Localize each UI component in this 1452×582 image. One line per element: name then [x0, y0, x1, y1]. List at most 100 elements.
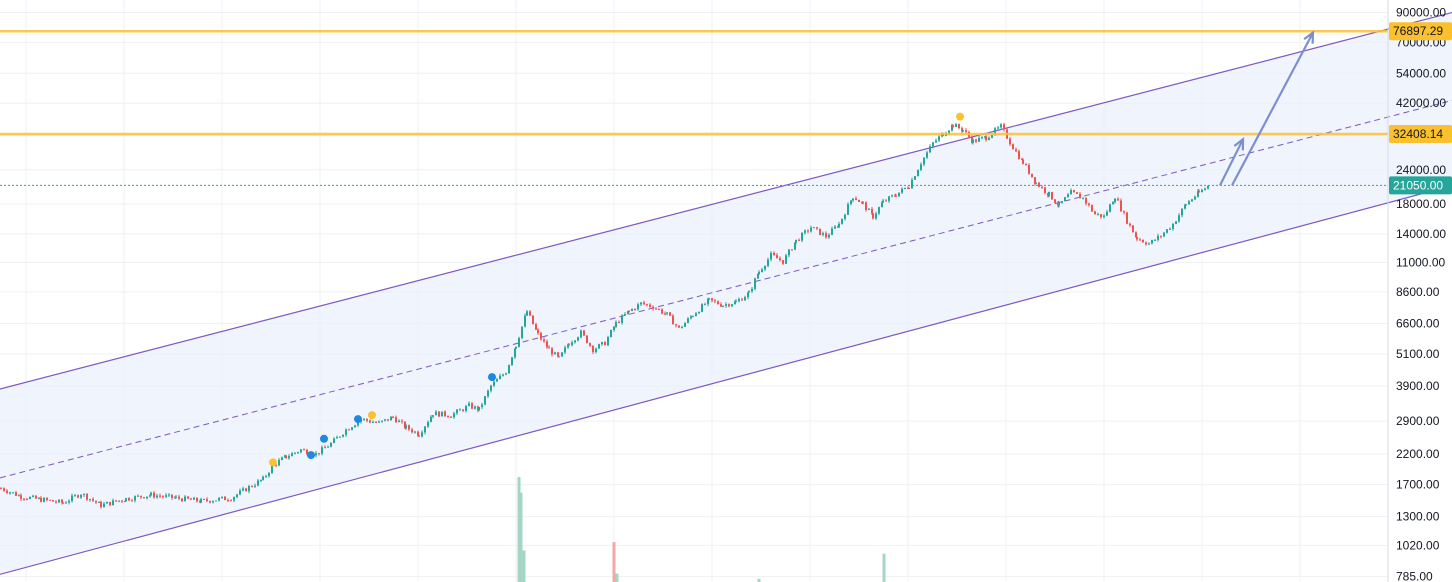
candle-body [242, 488, 244, 491]
level-price-badge[interactable] [1389, 125, 1452, 144]
horizontal-levels[interactable] [0, 29, 1388, 186]
candle-body [315, 453, 317, 456]
candle-body [828, 234, 830, 238]
candle-body [357, 421, 359, 426]
candle-body [502, 374, 504, 376]
current-price-badge[interactable] [1389, 176, 1452, 195]
candle-body [666, 312, 668, 314]
candle-body [285, 455, 287, 459]
candle-body [1191, 199, 1193, 202]
channel-fill [0, 12, 1452, 575]
candle-body [55, 501, 57, 503]
candle-body [275, 464, 277, 466]
candle-body [637, 304, 639, 310]
candle-body [955, 124, 957, 127]
channel-lower-line[interactable] [0, 185, 1452, 575]
candle-body [589, 343, 591, 346]
candle-body [621, 315, 623, 323]
candle-body [318, 453, 320, 455]
candle-body [798, 239, 800, 241]
candle-body [168, 494, 170, 496]
candle-body [80, 494, 82, 498]
candle-body [816, 227, 818, 229]
candle-body [62, 502, 64, 504]
price-axis[interactable]: 90000.0070000.0054000.0042000.0032000.00… [1387, 0, 1452, 582]
signal-markers [269, 112, 964, 467]
candle-body [754, 278, 756, 289]
candle-body [508, 364, 510, 374]
candle-body [184, 496, 186, 502]
level-price-badge[interactable] [1389, 22, 1452, 41]
candle-body [624, 314, 626, 316]
candle-body [387, 419, 389, 421]
candle-body [378, 421, 380, 423]
candle-body [462, 409, 464, 411]
candle-body [675, 324, 677, 326]
candle-body [61, 499, 63, 503]
candle-body [734, 301, 736, 305]
candle-body [46, 497, 48, 500]
candle-body [1048, 191, 1050, 196]
candle-body [159, 495, 161, 497]
candle-body [49, 499, 51, 501]
candle-body [917, 169, 919, 177]
candle-body [1073, 190, 1075, 193]
candle-body [1003, 124, 1005, 130]
candle-body [200, 498, 202, 503]
candle-body [988, 137, 990, 141]
projection-arrow-line[interactable] [1219, 138, 1244, 186]
y-tick-label: 18000.00 [1396, 197, 1446, 211]
candle-body [810, 227, 812, 232]
candle-body [690, 316, 692, 319]
candle-body [3, 488, 5, 491]
y-tick-label: 90000.00 [1396, 6, 1446, 20]
candle-body [1175, 221, 1177, 224]
candle-body [496, 379, 498, 382]
candle-body [844, 214, 846, 219]
channel-middle-line[interactable] [0, 99, 1452, 479]
candle-body [257, 480, 259, 486]
candle-body [1051, 191, 1053, 200]
candle-body [1166, 229, 1168, 233]
signal-marker [368, 411, 376, 420]
volume-bar [882, 553, 886, 582]
projection-arrow-line[interactable] [1231, 32, 1314, 186]
candle-body [904, 187, 906, 189]
candle-body [813, 227, 815, 229]
candle-body [1194, 196, 1196, 200]
candle-body [1015, 149, 1017, 152]
candle-body [405, 425, 407, 429]
volume-bar [517, 477, 521, 582]
candle-body [669, 312, 671, 316]
candle-body [574, 340, 576, 343]
candle-body [785, 255, 787, 264]
candle-body [855, 198, 857, 200]
candle-body [981, 136, 983, 139]
projection-arrows[interactable] [1219, 30, 1315, 186]
candle-body [524, 315, 526, 327]
candle-body [741, 299, 743, 301]
candle-body [487, 390, 489, 397]
candle-body [342, 434, 344, 437]
candle-body [958, 124, 960, 129]
candle-body [181, 498, 183, 502]
signal-marker [269, 458, 277, 467]
candle-body [535, 324, 537, 330]
candle-body [758, 271, 760, 274]
channel-upper-line[interactable] [0, 11, 1452, 390]
candle-body [71, 495, 73, 501]
candle-body [351, 427, 353, 430]
candle-body [233, 497, 235, 501]
candle-body [306, 449, 308, 455]
candle-body [567, 344, 569, 348]
regression-channel[interactable] [0, 11, 1452, 575]
candle-body [128, 498, 130, 501]
candle-body [1157, 235, 1159, 240]
candle-body [1067, 194, 1069, 198]
candle-body [190, 498, 192, 500]
candle-body [722, 305, 724, 307]
candle-body [481, 404, 483, 408]
candle-body [583, 330, 585, 336]
